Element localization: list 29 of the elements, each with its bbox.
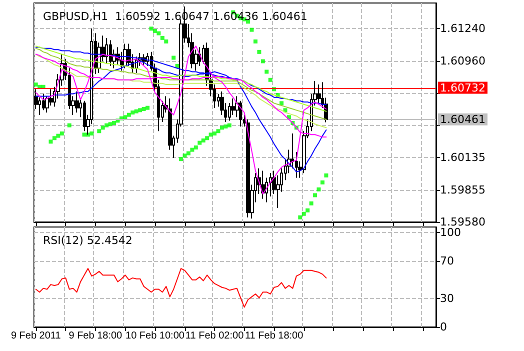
ref-line-label: 1.60732 bbox=[440, 81, 486, 94]
candlestick bbox=[198, 46, 201, 66]
y-tick-label: 0 bbox=[440, 320, 447, 334]
candlestick bbox=[109, 40, 112, 66]
x-tick-label: 11 Feb 02:00 bbox=[185, 330, 244, 342]
y-tick-label: 1.61240 bbox=[440, 22, 486, 36]
x-tick-label: 10 Feb 10:00 bbox=[126, 330, 185, 342]
x-tick-label: 9 Feb 18:00 bbox=[68, 330, 123, 342]
y-tick-label: 1.60135 bbox=[440, 150, 486, 164]
candlestick bbox=[228, 102, 231, 122]
candlestick bbox=[239, 100, 242, 127]
candlestick bbox=[75, 91, 79, 113]
y-tick-label: 100 bbox=[440, 226, 461, 240]
line-series bbox=[35, 46, 327, 195]
line-series bbox=[35, 268, 327, 308]
candlestick bbox=[317, 84, 321, 104]
y-tick-label: 1.59580 bbox=[440, 216, 486, 228]
y-tick-label: 1.60960 bbox=[440, 54, 486, 68]
ref-line-label: 1.60461 bbox=[440, 112, 486, 126]
candlestick bbox=[105, 37, 108, 64]
x-tick-label: 11 Feb 18:00 bbox=[244, 330, 304, 342]
candlestick bbox=[83, 100, 86, 132]
text: RSI(12) 52.4542 bbox=[43, 234, 132, 247]
x-tick-label: 9 Feb 2011 bbox=[10, 330, 62, 342]
candlestick bbox=[42, 93, 45, 111]
candlestick bbox=[246, 118, 250, 218]
y-tick-label: 30 bbox=[440, 292, 454, 306]
y-tick-label: 70 bbox=[440, 254, 454, 268]
y-tick-label: 1.59855 bbox=[440, 183, 486, 196]
